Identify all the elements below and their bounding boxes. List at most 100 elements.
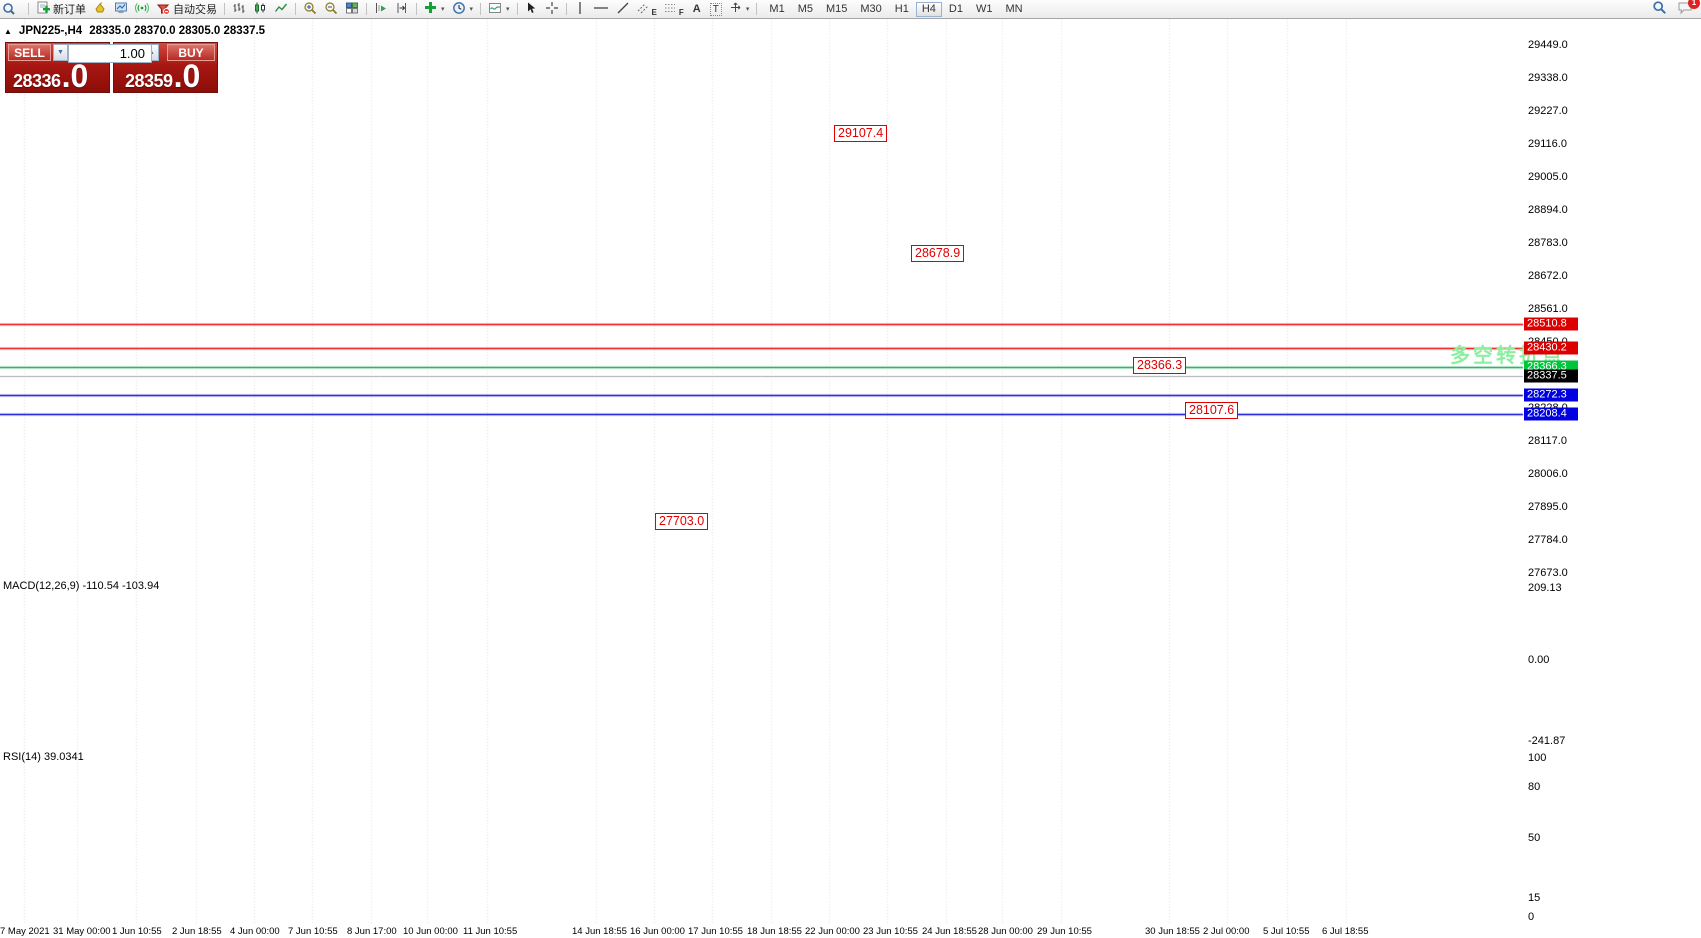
buy-price: 28359 .0: [125, 59, 200, 93]
price-tick-label: 27673.0: [1528, 567, 1568, 579]
arrows-tool-button[interactable]: ▾: [726, 1, 753, 17]
toolbar-separator: [516, 3, 518, 15]
toolbar: 新订单 自动交易 ▾ ▾ ▾: [0, 0, 1701, 19]
collapse-panel-icon[interactable]: ▲: [4, 26, 12, 36]
trendline-tool-button[interactable]: [613, 1, 633, 17]
time-axis-label: 16 Jun 00:00: [630, 926, 685, 937]
time-axis-label: 10 Jun 00:00: [403, 926, 458, 937]
time-axis-label: 24 Jun 18:55: [922, 926, 977, 937]
crosshair-tool-button[interactable]: [542, 1, 562, 17]
zoom-out-button[interactable]: [321, 1, 341, 17]
toolbar-right-cluster: 1: [1652, 0, 1700, 18]
macd-tick-label: -241.87: [1528, 735, 1566, 747]
symbol-period-label: JPN225-,H4: [18, 25, 83, 37]
buy-price-frac: .0: [173, 58, 201, 94]
toolbar-separator: [224, 3, 225, 15]
timeframe-button-W1[interactable]: W1: [970, 2, 999, 17]
add-indicator-icon: [424, 1, 437, 17]
lot-size-input[interactable]: 1.00: [68, 44, 152, 63]
template-icon: [488, 1, 502, 18]
horizontal-line-tool-button[interactable]: [590, 1, 612, 17]
zoom-in-icon: [303, 1, 317, 18]
mql5-market-button[interactable]: [111, 1, 131, 17]
vertical-line-tool-button[interactable]: [571, 1, 589, 17]
buy-button[interactable]: BUY: [167, 44, 215, 61]
auto-trading-button[interactable]: 自动交易: [153, 1, 220, 17]
new-order-label: 新订单: [53, 4, 86, 16]
timeframe-button-MN[interactable]: MN: [999, 2, 1028, 17]
periods-button[interactable]: ▾: [449, 1, 477, 17]
indicators-button[interactable]: ▾: [421, 1, 448, 17]
price-tick-label: 29005.0: [1528, 171, 1568, 183]
timeframe-button-M15[interactable]: M15: [820, 2, 853, 17]
time-axis-label: 17 Jun 10:55: [688, 926, 743, 937]
price-annotation-box[interactable]: 29107.4: [834, 125, 888, 142]
price-tick-label: 29338.0: [1528, 72, 1568, 84]
rsi-tick-label: 100: [1528, 752, 1547, 764]
price-tick-label: 28561.0: [1528, 303, 1568, 315]
auto-scroll-button[interactable]: [371, 1, 391, 17]
rsi-tick-label: 80: [1528, 781, 1541, 793]
price-tick-label: 29449.0: [1528, 39, 1568, 51]
lot-decrease-button[interactable]: ▼: [53, 44, 68, 61]
zoom-in-button[interactable]: [300, 1, 320, 17]
templates-button[interactable]: ▾: [485, 1, 513, 17]
new-order-icon: [36, 1, 50, 18]
fibonacci-tool-button[interactable]: F: [661, 1, 687, 17]
timeframe-button-M1[interactable]: M1: [763, 2, 790, 17]
one-click-trading-panel: SELL ▼ 1.00 ▲ BUY 28336 .0 28359 .0: [5, 42, 218, 93]
tile-windows-button[interactable]: [342, 1, 362, 17]
time-axis-label: 4 Jun 00:00: [230, 926, 280, 937]
new-order-button[interactable]: 新订单: [33, 1, 89, 17]
price-tick-label: 29116.0: [1528, 138, 1567, 150]
time-axis-label: 5 Jul 10:55: [1263, 926, 1310, 937]
sell-button[interactable]: SELL: [8, 44, 51, 61]
sell-price-frac: .0: [61, 58, 89, 94]
search-icon[interactable]: [1652, 0, 1667, 18]
candle-chart-button[interactable]: [250, 1, 270, 17]
timeframe-button-H4[interactable]: H4: [915, 1, 942, 17]
rsi-tick-label: 50: [1528, 832, 1541, 844]
line-chart-button[interactable]: [271, 1, 291, 17]
signals-button[interactable]: [132, 1, 152, 17]
text-tool-icon: A: [692, 3, 701, 15]
time-axis-label: 2 Jul 00:00: [1203, 926, 1250, 937]
timeframe-button-M30[interactable]: M30: [854, 2, 887, 17]
macd-tick-label: 209.13: [1528, 582, 1562, 594]
price-annotation-box[interactable]: 27703.0: [655, 513, 709, 530]
fibonacci-icon: [664, 2, 676, 17]
cursor-tool-button[interactable]: [522, 1, 541, 17]
timeframe-button-H1[interactable]: H1: [889, 2, 915, 17]
price-level-badge: 28337.5: [1524, 369, 1578, 383]
timeframe-button-D1[interactable]: D1: [943, 2, 969, 17]
buy-price-main: 28359: [125, 71, 173, 91]
time-axis-label: 1 Jun 10:55: [112, 926, 162, 937]
tile-windows-icon: [345, 1, 359, 18]
text-label-tool-button[interactable]: T: [707, 1, 725, 17]
price-level-badge: 28430.2: [1524, 341, 1578, 355]
time-axis-label: 7 Jun 10:55: [288, 926, 338, 937]
clock-icon: [452, 1, 466, 18]
fibonacci-letter: F: [678, 8, 684, 17]
price-tick-label: 29227.0: [1528, 105, 1568, 117]
macd-indicator-label: MACD(12,26,9) -110.54 -103.94: [3, 580, 160, 592]
price-annotation-box[interactable]: 28678.9: [911, 245, 965, 262]
price-tick-label: 27784.0: [1528, 534, 1568, 546]
timeframe-button-M5[interactable]: M5: [792, 2, 819, 17]
text-tool-button[interactable]: A: [688, 1, 706, 17]
chat-icon[interactable]: 1: [1677, 0, 1700, 18]
dropdown-caret-icon: ▾: [441, 6, 445, 13]
chart-shift-button[interactable]: [392, 1, 412, 17]
candle-chart-icon: [253, 1, 267, 18]
bar-chart-button[interactable]: [229, 1, 249, 17]
styles-bucket-button[interactable]: [90, 1, 110, 17]
price-annotation-box[interactable]: 28366.3: [1133, 357, 1187, 374]
bucket-icon: [93, 1, 107, 18]
channel-icon: [637, 2, 649, 17]
equidistant-channel-tool-button[interactable]: E: [634, 1, 660, 17]
price-tick-label: 28672.0: [1528, 270, 1568, 282]
price-annotation-box[interactable]: 28107.6: [1185, 402, 1239, 419]
macd-tick-label: 0.00: [1528, 654, 1550, 666]
toolbar-separator: [366, 3, 367, 15]
